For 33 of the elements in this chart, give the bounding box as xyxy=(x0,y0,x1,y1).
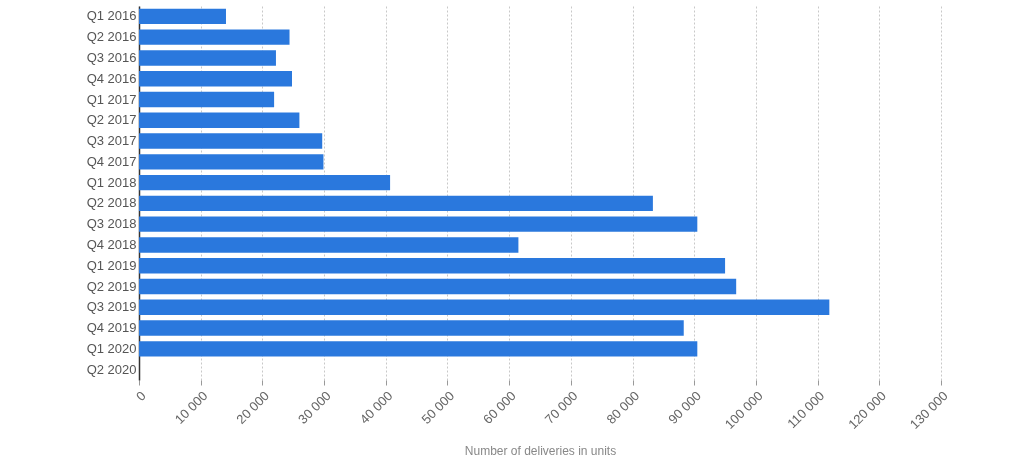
y-tick-label: Q3 2017 xyxy=(86,133,137,149)
x-tick-label: 120 000 xyxy=(845,388,889,432)
y-tick-label: Q2 2016 xyxy=(86,29,137,45)
y-tick-label: Q4 2019 xyxy=(86,320,137,336)
x-tick-label: 0 xyxy=(132,388,149,404)
x-tick-label: 90 000 xyxy=(665,388,704,427)
x-tick-label: 40 000 xyxy=(356,388,396,427)
x-axis-title: Number of deliveries in units xyxy=(464,443,617,458)
y-tick-label: Q3 2016 xyxy=(86,49,137,65)
y-tick-label: Q1 2017 xyxy=(86,91,137,107)
y-tick-label: Q4 2018 xyxy=(86,236,137,252)
x-tick-label: 10 000 xyxy=(171,388,211,427)
y-tick-label: Q1 2018 xyxy=(86,174,137,190)
y-tick-label: Q4 2016 xyxy=(86,70,137,86)
x-tick-label: 100 000 xyxy=(721,388,766,432)
y-tick-label: Q3 2018 xyxy=(86,216,137,232)
x-tick-label: 110 000 xyxy=(784,388,828,432)
x-tick-label: 60 000 xyxy=(480,388,519,427)
y-tick-label: Q1 2019 xyxy=(86,257,137,273)
y-tick-label: Q2 2017 xyxy=(86,112,137,128)
y-tick-label: Q2 2020 xyxy=(86,361,137,377)
x-tick-label: 50 000 xyxy=(418,388,458,427)
y-tick-label: Q1 2016 xyxy=(86,8,137,24)
y-tick-label: Q1 2020 xyxy=(86,340,137,356)
x-tick-label: 30 000 xyxy=(295,388,334,427)
y-tick-label: Q2 2018 xyxy=(86,195,137,211)
x-tick-label: 130 000 xyxy=(906,388,951,432)
x-tick-label: 80 000 xyxy=(603,388,643,427)
y-tick-label: Q4 2017 xyxy=(86,153,137,169)
y-tick-label: Q2 2019 xyxy=(86,278,137,294)
x-tick-label: 70 000 xyxy=(541,388,581,427)
y-tick-label: Q3 2019 xyxy=(86,299,137,315)
x-tick-label: 20 000 xyxy=(233,388,273,427)
